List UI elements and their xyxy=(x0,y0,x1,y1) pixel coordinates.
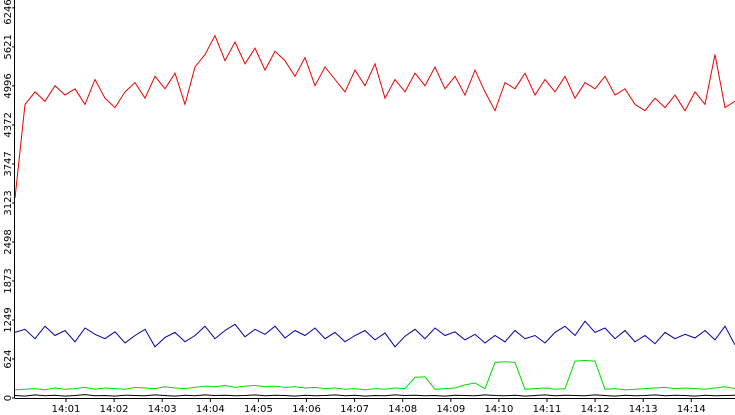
x-tick-label: 14:11 xyxy=(533,404,562,415)
y-tick-label: 2498 xyxy=(3,229,14,254)
x-tick-label: 14:03 xyxy=(148,404,177,415)
x-tick-label: 14:14 xyxy=(677,404,706,415)
x-tick-label: 14:02 xyxy=(100,404,129,415)
series-line xyxy=(14,320,735,348)
x-tick-label: 14:06 xyxy=(292,404,321,415)
x-tick-label: 14:10 xyxy=(484,404,513,415)
y-tick-label: 0 xyxy=(3,395,14,401)
y-tick-label: 4996 xyxy=(3,73,14,98)
y-tick-label: 6246 xyxy=(3,0,14,25)
x-tick-label: 14:05 xyxy=(244,404,273,415)
y-tick-label: 3123 xyxy=(3,190,14,215)
x-tick-label: 14:12 xyxy=(581,404,610,415)
x-tick-label: 14:13 xyxy=(629,404,658,415)
series-line xyxy=(14,394,735,397)
series-line xyxy=(14,34,735,199)
x-tick-label: 14:04 xyxy=(196,404,225,415)
series-line xyxy=(14,359,735,391)
x-tick-label: 14:01 xyxy=(52,404,81,415)
y-tick-label: 1249 xyxy=(3,307,14,332)
x-tick-label: 14:09 xyxy=(436,404,465,415)
y-tick-label: 3747 xyxy=(3,151,14,176)
y-tick-label: 1873 xyxy=(3,268,14,293)
x-tick-label: 14:07 xyxy=(340,404,369,415)
y-tick-label: 624 xyxy=(3,349,14,368)
y-tick-label: 5621 xyxy=(3,34,14,59)
y-tick-label: 4372 xyxy=(3,112,14,137)
x-tick-label: 14:08 xyxy=(388,404,417,415)
